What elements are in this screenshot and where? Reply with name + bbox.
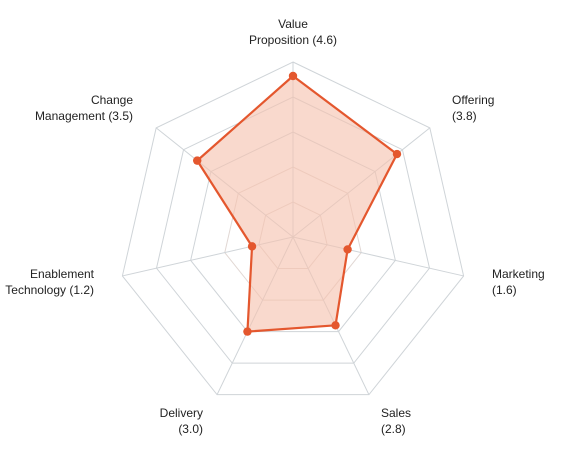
series-area bbox=[196, 74, 399, 333]
data-point-3[interactable] bbox=[331, 321, 340, 330]
axis-label-delivery: Delivery (3.0) bbox=[159, 406, 203, 436]
axis-label-marketing: Marketing (1.6) bbox=[492, 267, 545, 297]
axis-label-enablement-technology: Enablement Technology (1.2) bbox=[5, 267, 94, 297]
data-point-0[interactable] bbox=[288, 71, 298, 81]
grid-ring-5 bbox=[121, 61, 465, 396]
data-point-1[interactable] bbox=[392, 149, 402, 159]
axis-label-change-management: Change Management (3.5) bbox=[34, 93, 133, 123]
data-point-6[interactable] bbox=[193, 156, 202, 165]
data-point-4[interactable] bbox=[243, 327, 252, 336]
data-point-2[interactable] bbox=[343, 245, 352, 254]
grid-ring-4 bbox=[155, 96, 431, 364]
axis-label-offering: Offering (3.8) bbox=[452, 93, 495, 123]
series-layer bbox=[193, 71, 402, 336]
axis-label-value-proposition: Value Proposition (4.6) bbox=[248, 17, 338, 47]
data-point-5[interactable] bbox=[247, 242, 257, 251]
axis-label-sales: Sales (2.8) bbox=[381, 406, 412, 436]
